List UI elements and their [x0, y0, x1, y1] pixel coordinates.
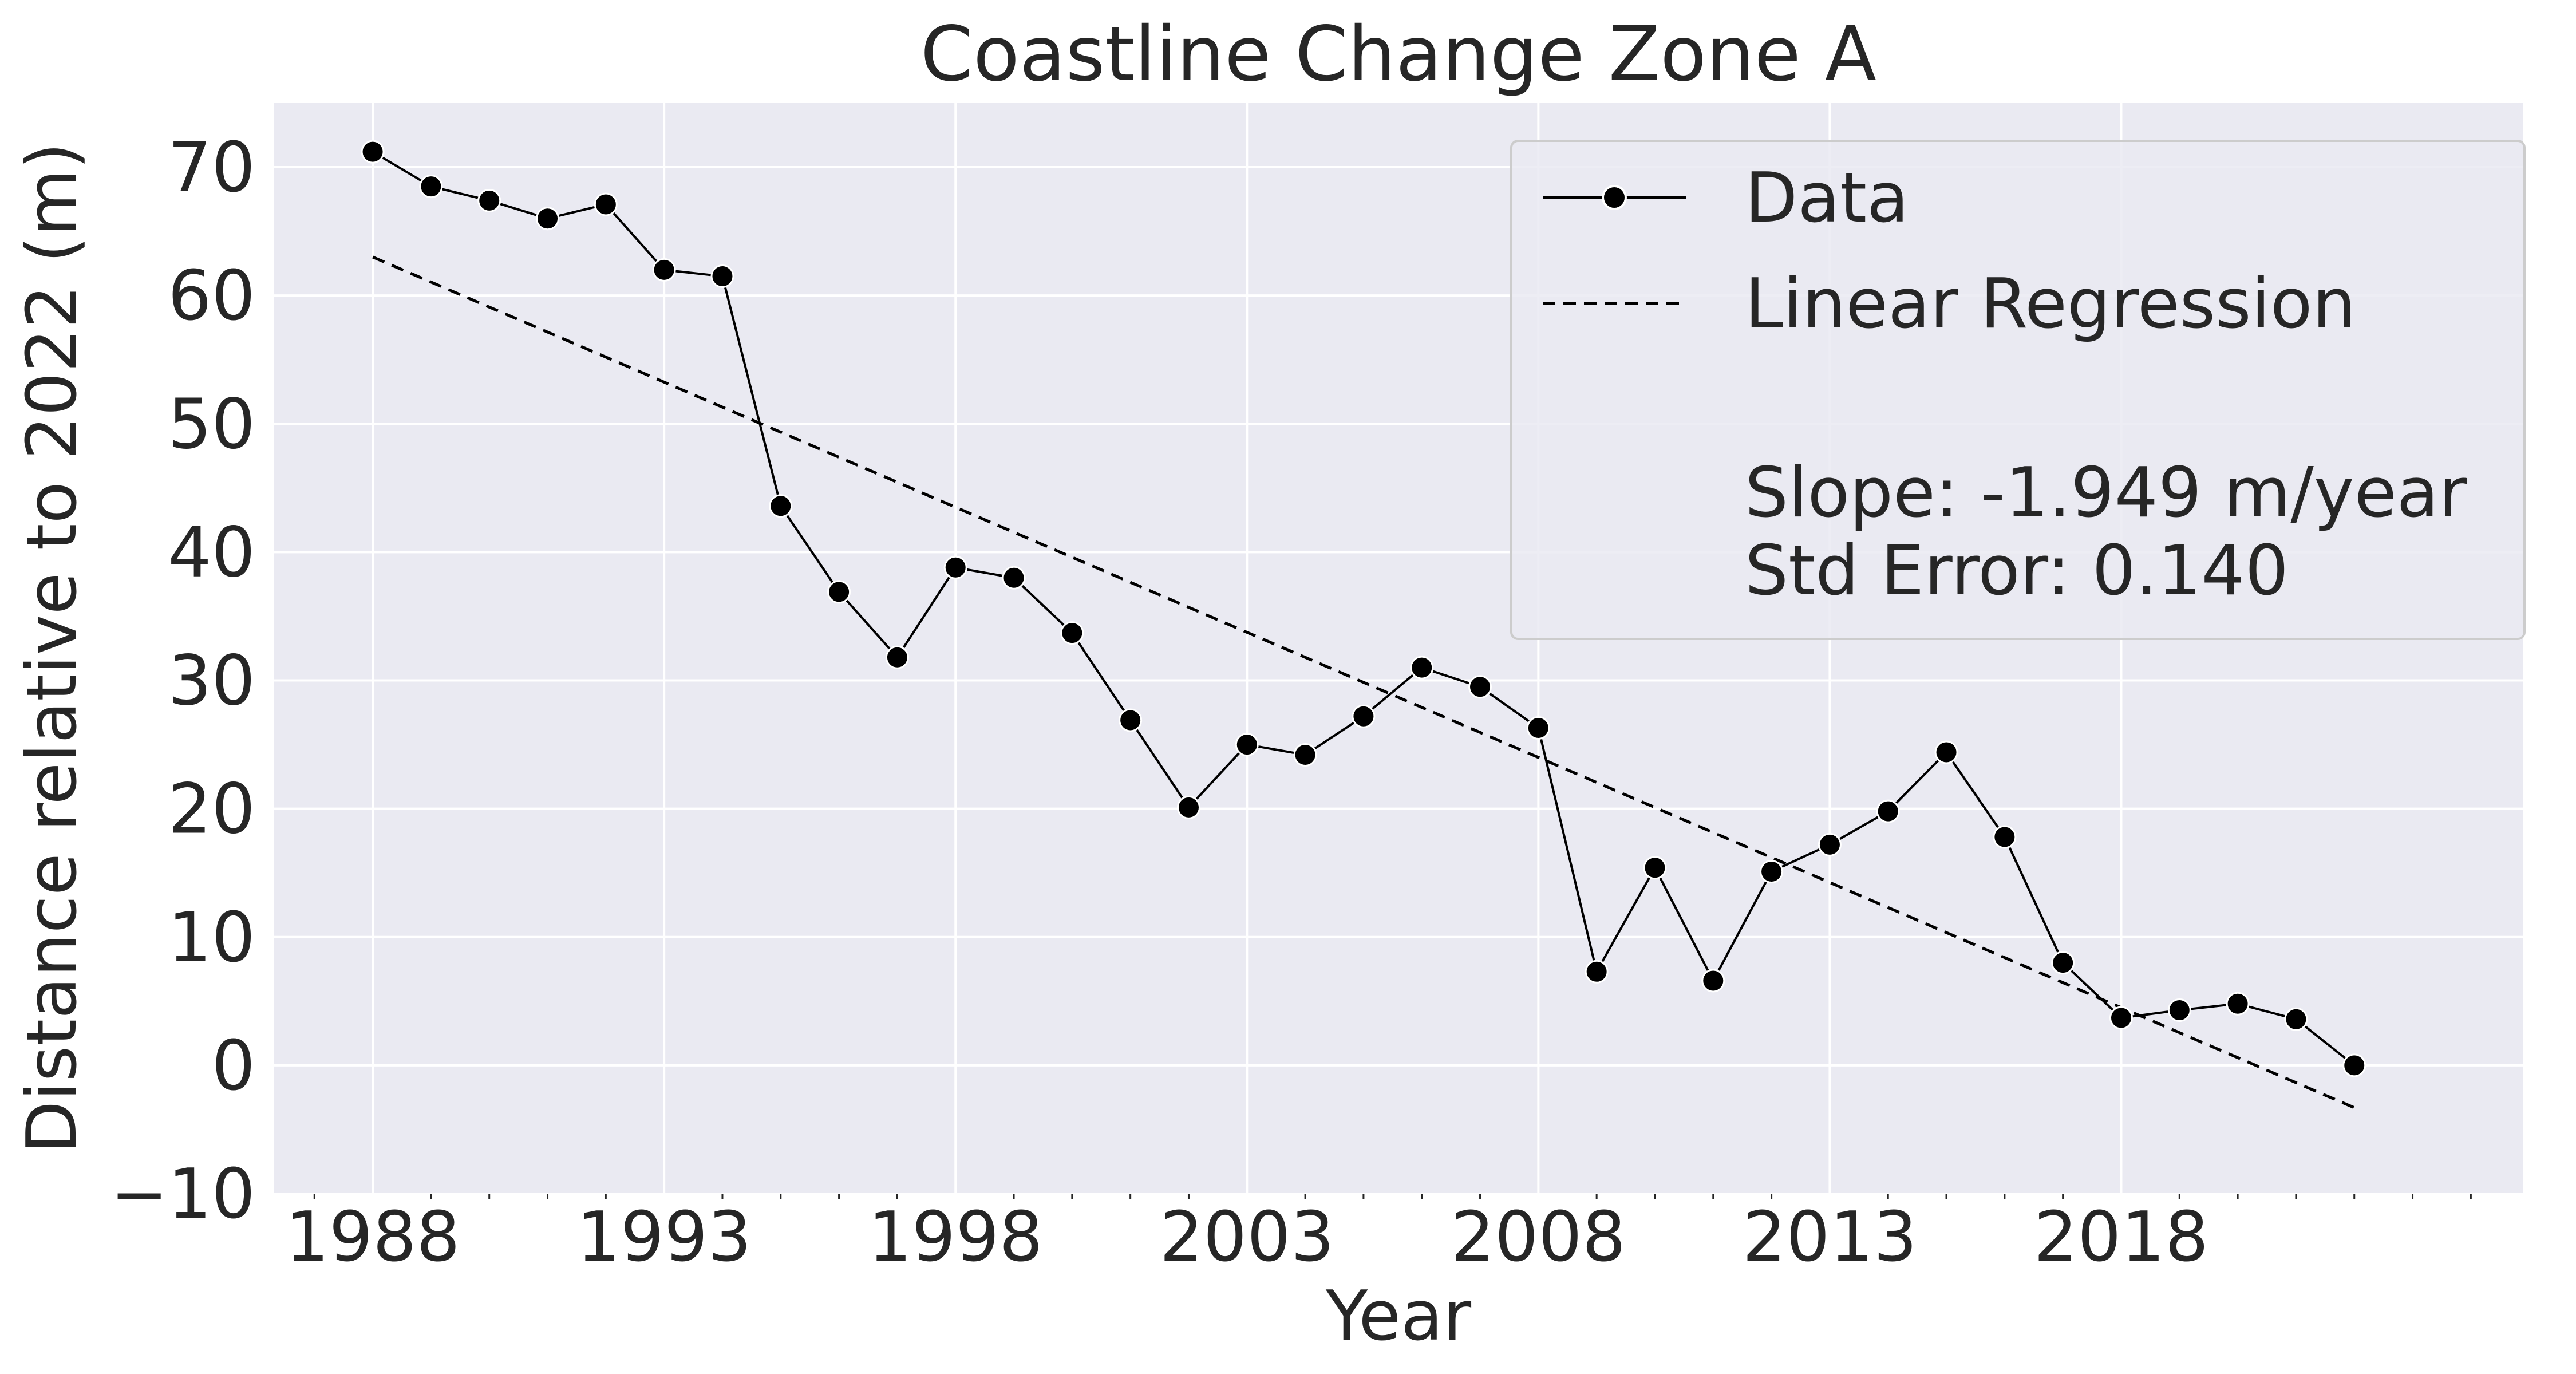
data-point — [1993, 825, 2017, 849]
x-axis-label: Year — [1325, 1277, 1472, 1356]
data-point — [1585, 960, 1609, 984]
x-tick-label: 1998 — [868, 1198, 1043, 1277]
y-tick-label: 10 — [168, 898, 255, 978]
data-point — [827, 580, 851, 604]
y-tick-label: 70 — [168, 128, 255, 208]
data-point — [1876, 799, 1900, 823]
legend-data-label: Data — [1745, 159, 1909, 238]
data-point — [361, 140, 385, 164]
data-point — [1760, 859, 1784, 883]
data-point — [1002, 566, 1026, 590]
data-point — [594, 192, 618, 216]
data-point — [419, 175, 443, 199]
y-tick-label: −10 — [110, 1155, 255, 1234]
x-tick-label: 2013 — [1743, 1198, 1917, 1277]
y-tick-label: 40 — [168, 513, 255, 593]
x-tick-label: 2008 — [1451, 1198, 1626, 1277]
data-point — [2051, 951, 2075, 975]
data-point — [652, 258, 676, 282]
chart-title: Coastline Change Zone A — [920, 10, 1876, 98]
x-tick-label: 2018 — [2034, 1198, 2208, 1277]
grid-lines — [274, 103, 2523, 1195]
data-point — [1060, 621, 1084, 645]
legend-regression-label: Linear Regression — [1745, 264, 2356, 344]
data-point — [1468, 675, 1492, 699]
legend-data-marker — [1602, 185, 1627, 210]
data-point — [1119, 708, 1143, 732]
y-tick-label: 60 — [168, 256, 255, 336]
data-point — [2342, 1053, 2366, 1077]
data-point — [710, 264, 734, 289]
x-tick-label: 1993 — [576, 1198, 751, 1277]
data-point — [885, 645, 909, 669]
legend: Data Linear Regression Slope: -1.949 m/y… — [1510, 140, 2526, 640]
legend-std-error-text: Std Error: 0.140 — [1745, 531, 2289, 611]
y-tick-label: 20 — [168, 770, 255, 850]
x-tick-label: 1988 — [285, 1198, 460, 1277]
data-point — [2109, 1006, 2133, 1030]
regression-line-group — [372, 255, 2355, 1110]
regression-line — [372, 255, 2355, 1110]
data-point — [943, 555, 967, 579]
minor-ticks — [313, 1194, 2472, 1199]
y-tick-label: 50 — [168, 385, 255, 464]
tick-labels: −10 0 10 20 30 40 50 60 70 1988 1993 1998 2003 2008 20… — [110, 128, 2208, 1277]
data-series-group — [361, 140, 2366, 1077]
data-point — [1818, 832, 1842, 856]
data-point — [1934, 740, 1958, 764]
data-point — [2167, 998, 2191, 1022]
x-tick-label: 2003 — [1160, 1198, 1334, 1277]
data-point — [1352, 704, 1376, 728]
data-point — [536, 207, 560, 231]
y-tick-label: 30 — [168, 642, 255, 721]
y-tick-label: 0 — [212, 1026, 255, 1106]
data-point — [769, 494, 793, 518]
legend-slope-text: Slope: -1.949 m/year — [1745, 453, 2467, 533]
data-point — [1235, 733, 1259, 757]
data-point — [477, 188, 501, 212]
data-point — [2284, 1007, 2308, 1031]
data-point — [1526, 716, 1550, 740]
data-point — [2226, 992, 2250, 1016]
data-point — [1176, 795, 1200, 819]
data-point — [1643, 856, 1667, 880]
y-axis-label: Distance relative to 2022 (m) — [13, 143, 92, 1154]
data-point — [1701, 969, 1725, 993]
legend-box — [1510, 140, 2526, 640]
data-point — [1293, 743, 1317, 767]
data-point — [1410, 656, 1434, 680]
